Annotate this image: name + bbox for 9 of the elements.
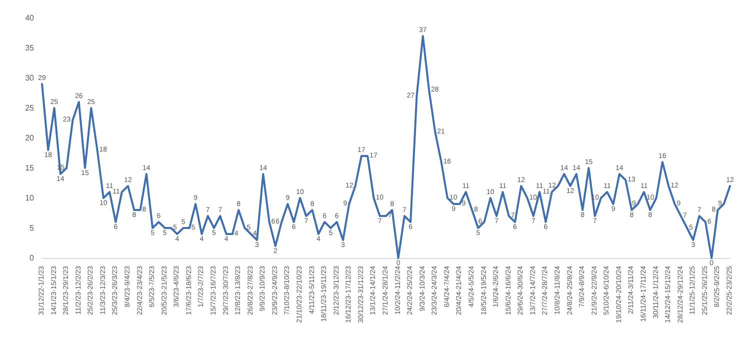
- y-tick-label: 20: [25, 134, 35, 142]
- y-tick-label: 35: [25, 44, 35, 52]
- y-tick-label: 30: [25, 74, 35, 82]
- y-tick-label: 10: [25, 194, 35, 202]
- y-tick-label: 0: [30, 254, 35, 262]
- y-tick-label: 40: [25, 14, 35, 22]
- y-tick-label: 25: [25, 104, 35, 112]
- y-tick-label: 15: [25, 164, 35, 172]
- y-tick-label: 5: [30, 224, 35, 232]
